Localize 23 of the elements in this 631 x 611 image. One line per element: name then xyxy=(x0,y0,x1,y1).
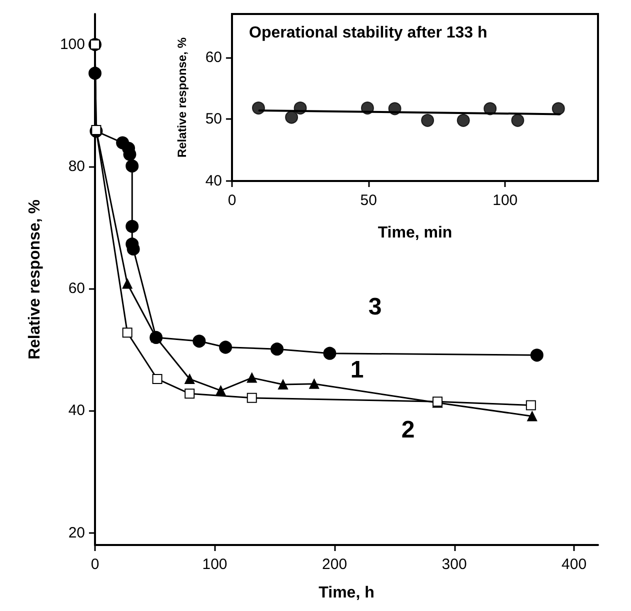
y-tick-label: 80 xyxy=(68,158,85,176)
x-tick-label: 0 xyxy=(228,192,236,209)
y-tick-label: 40 xyxy=(205,172,222,190)
y-axis-title: Relative response, % xyxy=(175,37,189,158)
x-tick-label: 0 xyxy=(90,556,100,573)
x-tick-label: 200 xyxy=(322,556,348,573)
annotation: 3 xyxy=(368,294,382,320)
x-tick-label: 100 xyxy=(492,192,518,209)
y-tick-label: 100 xyxy=(60,36,85,54)
y-tick-label: 40 xyxy=(68,402,85,420)
text: Operational stability after 133 h xyxy=(249,24,488,42)
x-tick-label: 300 xyxy=(442,556,467,573)
y-axis-title: Relative response, % xyxy=(26,199,44,360)
y-tick-label: 20 xyxy=(68,524,85,542)
y-tick-label: 50 xyxy=(205,110,222,128)
x-tick-label: 50 xyxy=(360,192,377,209)
y-tick-label: 60 xyxy=(205,48,222,66)
annotation: 1 xyxy=(350,356,364,384)
annotation: 2 xyxy=(401,416,415,444)
x-axis-title: Time, min xyxy=(378,224,452,242)
y-tick-label: 60 xyxy=(68,280,85,298)
x-axis-title: Time, h xyxy=(318,584,374,602)
x-tick-label: 400 xyxy=(562,556,587,573)
